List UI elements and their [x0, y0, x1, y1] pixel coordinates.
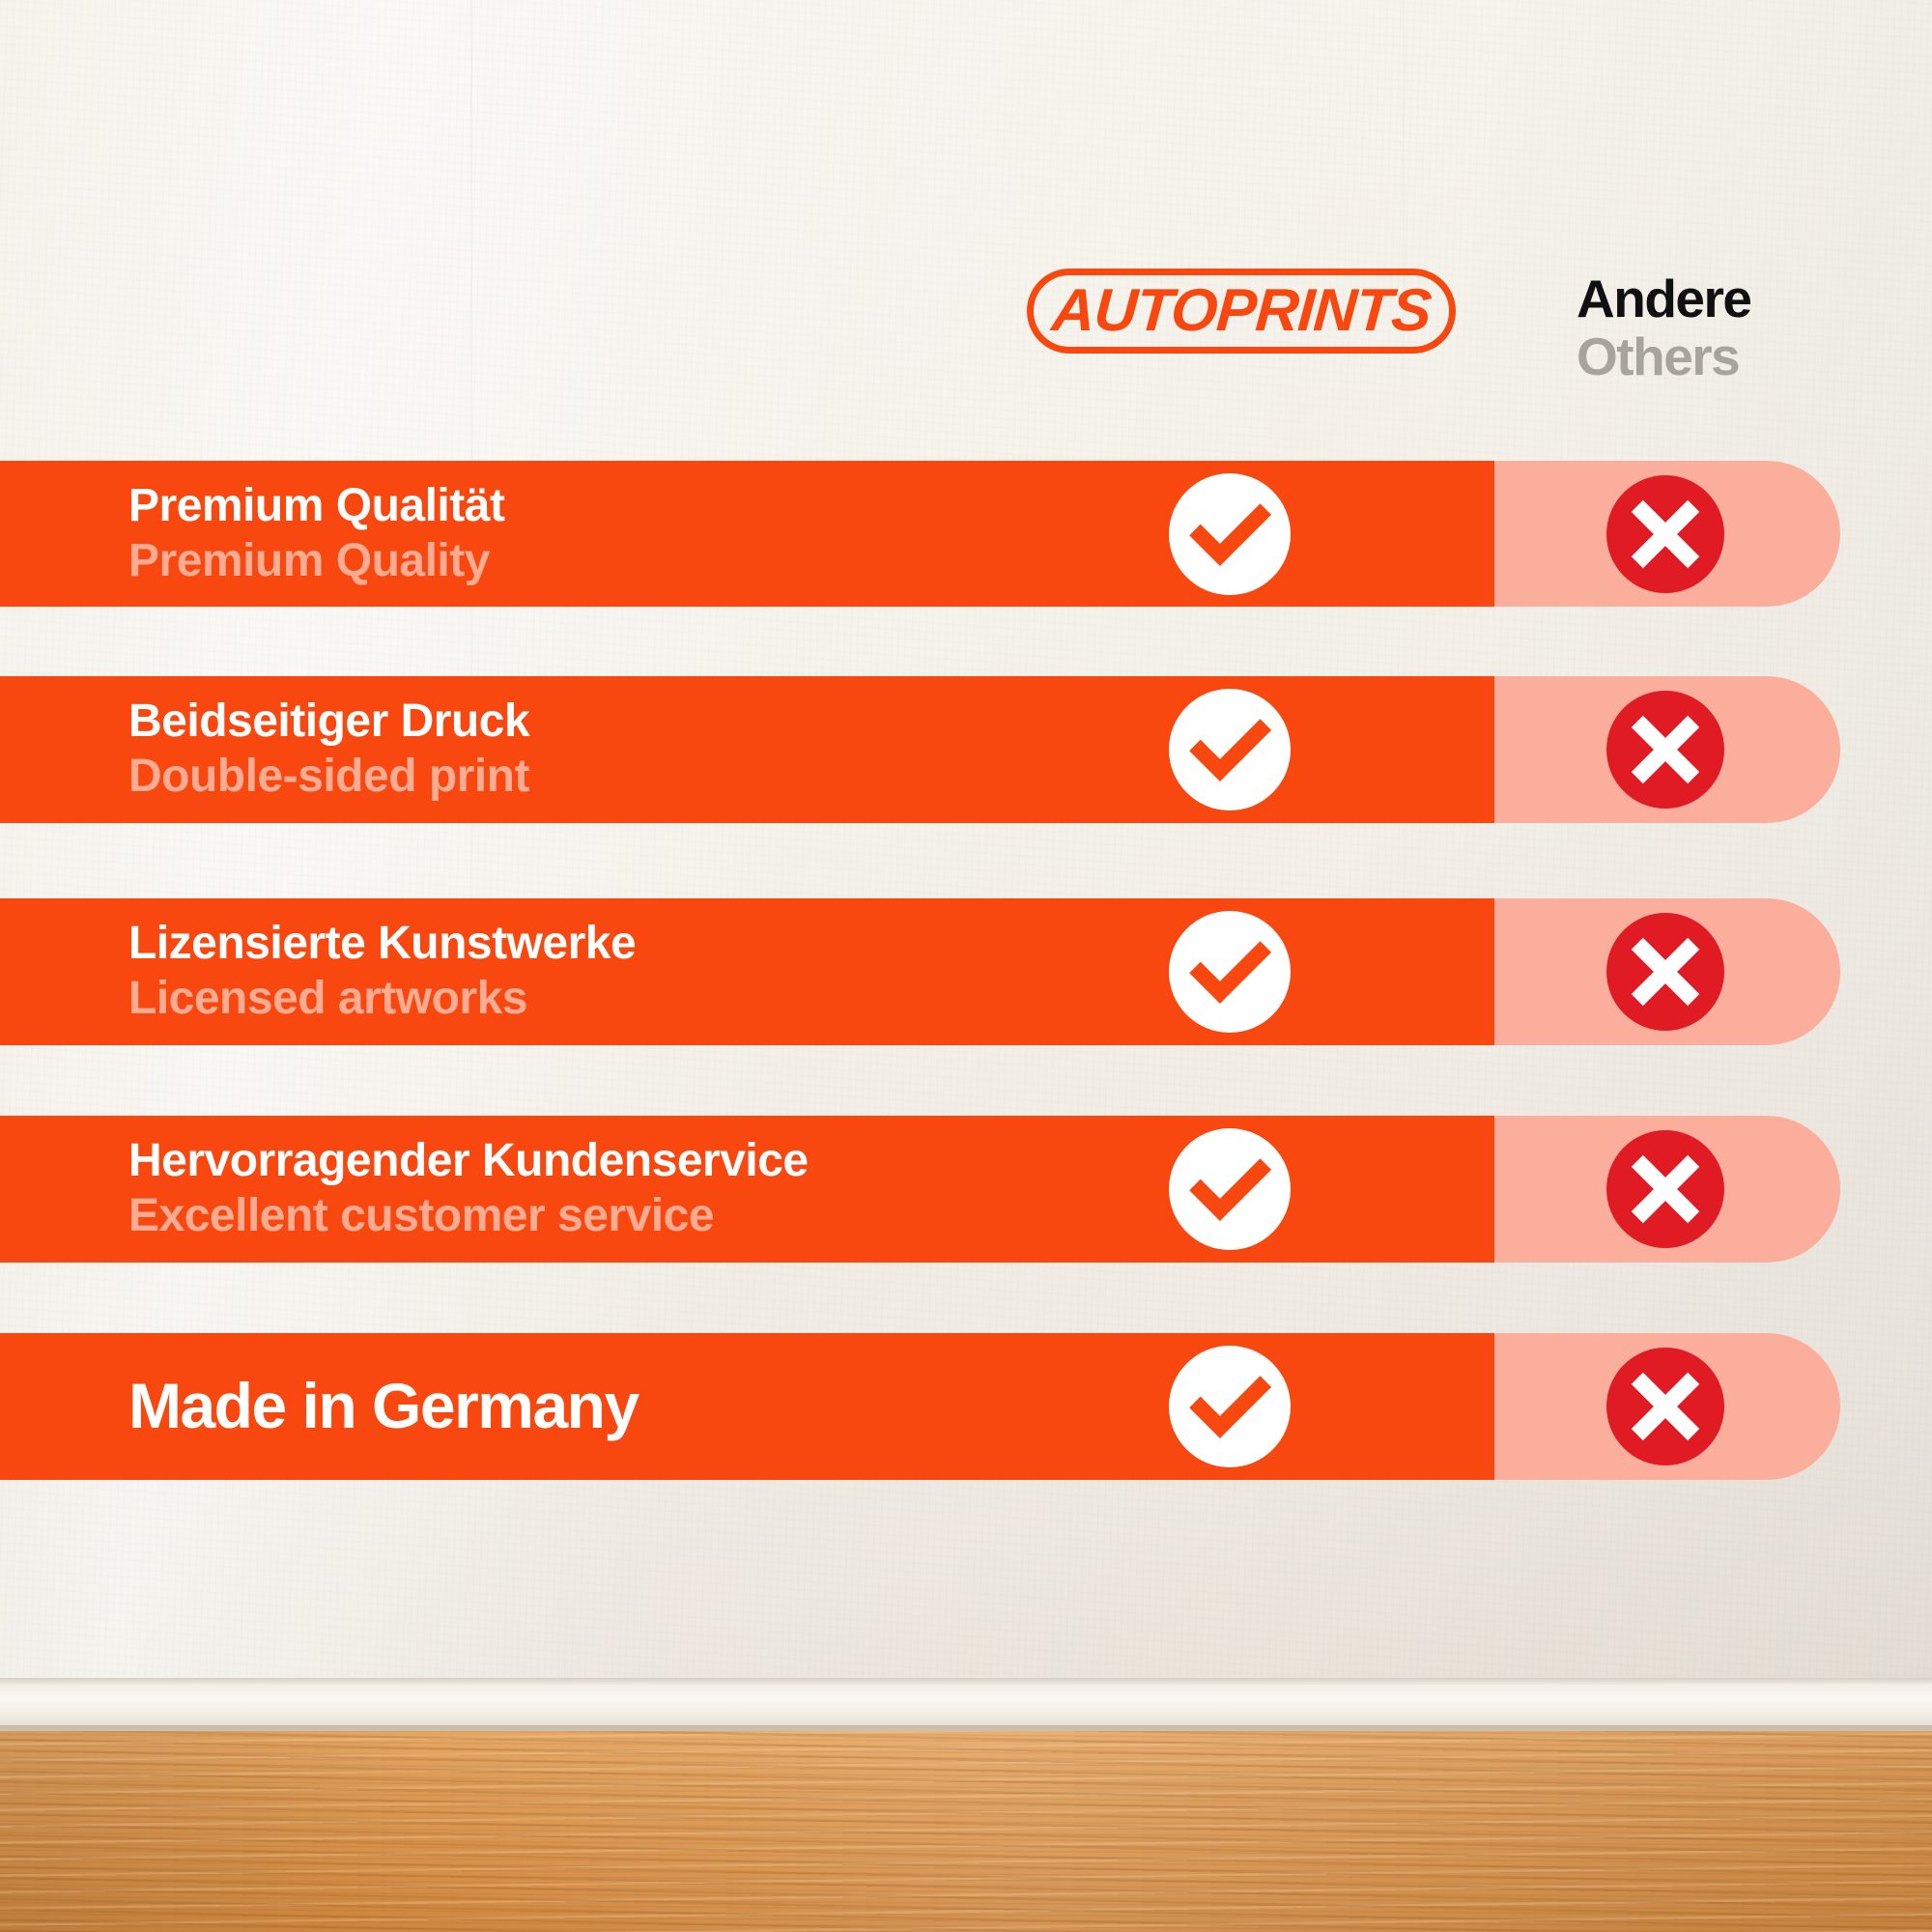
feature-label-en: Licensed artworks: [128, 973, 528, 1024]
feature-labels: Made in Germany: [128, 1333, 639, 1480]
feature-row: Made in Germany: [0, 1333, 1840, 1480]
feature-row: Premium Qualität Premium Quality: [0, 461, 1840, 607]
check-circle-icon: [1169, 1346, 1291, 1467]
wooden-floor-grain: [0, 1731, 1932, 1932]
comparison-header: AUTOPRINTS Andere Others: [0, 0, 1932, 462]
others-header-de: Andere: [1577, 269, 1752, 328]
feature-label-en: Double-sided print: [128, 751, 529, 802]
feature-labels: Hervorragender Kundenservice Excellent cu…: [128, 1116, 809, 1263]
wall-seam: [1403, 0, 1405, 1700]
feature-row: Beidseitiger Druck Double-sided print: [0, 676, 1840, 823]
feature-labels: Beidseitiger Druck Double-sided print: [128, 676, 530, 823]
feature-label-de: Premium Qualität: [128, 479, 505, 531]
x-circle-icon: [1606, 1130, 1724, 1248]
feature-row: Hervorragender Kundenservice Excellent cu…: [0, 1116, 1840, 1263]
x-circle-icon: [1606, 691, 1724, 809]
feature-label-en: Premium Quality: [128, 534, 490, 586]
wooden-floor: [0, 1731, 1932, 1932]
autoprints-logo: AUTOPRINTS: [1027, 269, 1456, 354]
feature-label-en: Excellent customer service: [128, 1190, 715, 1241]
feature-label-de: Beidseitiger Druck: [128, 696, 530, 748]
feature-row: Lizensierte Kunstwerke Licensed artworks: [0, 898, 1840, 1045]
others-column-header: Andere Others: [1577, 269, 1752, 386]
wall-seam: [470, 0, 472, 1700]
feature-rows: Premium Qualität Premium Quality Beidseiti…: [0, 461, 1840, 1480]
check-circle-icon: [1169, 1128, 1291, 1250]
feature-labels: Lizensierte Kunstwerke Licensed artworks: [128, 898, 637, 1045]
check-circle-icon: [1169, 689, 1291, 810]
baseboard: [0, 1678, 1932, 1731]
feature-label-de: Hervorragender Kundenservice: [128, 1135, 809, 1187]
feature-label-de: Lizensierte Kunstwerke: [128, 918, 637, 970]
x-circle-icon: [1606, 913, 1724, 1031]
x-circle-icon: [1606, 1348, 1724, 1465]
check-circle-icon: [1169, 911, 1291, 1033]
feature-label-de: Made in Germany: [128, 1370, 639, 1442]
check-circle-icon: [1169, 472, 1291, 595]
x-circle-icon: [1606, 474, 1724, 593]
feature-labels: Premium Qualität Premium Quality: [128, 461, 505, 607]
others-header-en: Others: [1577, 327, 1741, 386]
